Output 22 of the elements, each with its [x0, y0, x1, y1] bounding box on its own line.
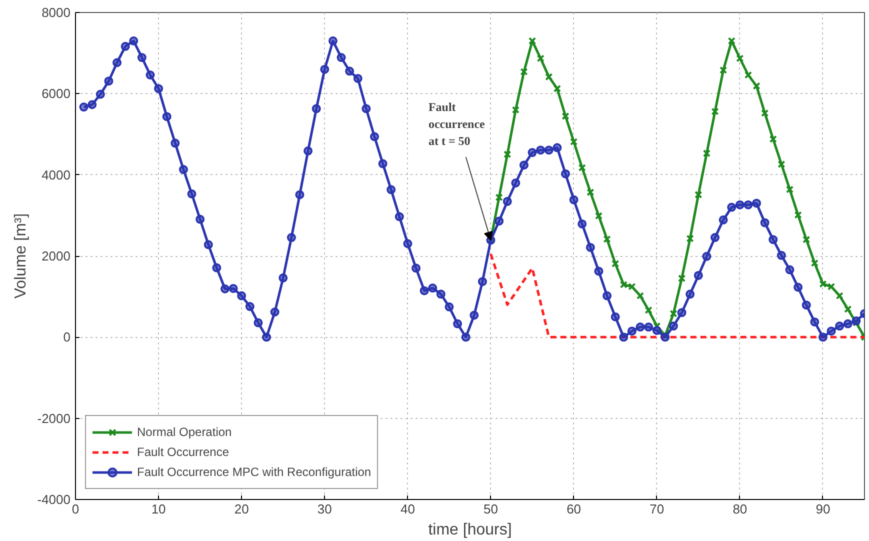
x-tick-label: 30 — [317, 502, 332, 516]
x-tick-label: 70 — [650, 502, 664, 516]
y-tick-label: 2000 — [42, 248, 70, 264]
annotation: Fault occurrence at t = 50 — [428, 100, 486, 148]
x-tick-label: 60 — [566, 502, 582, 516]
x-tick-label: 80 — [732, 502, 748, 516]
y-tick-label: 4000 — [42, 167, 70, 182]
x-tick-label: 20 — [234, 502, 249, 516]
x-tick-label: 50 — [484, 502, 498, 516]
y-tick-label: 0 — [63, 330, 71, 345]
x-tick-label: 90 — [816, 502, 830, 516]
y-tick-label: -4000 — [37, 492, 70, 507]
y-tick-label: 8000 — [42, 5, 70, 20]
x-axis-title: time [hours] — [428, 522, 512, 538]
x-tick-label: 10 — [151, 502, 166, 516]
legend-label: Fault Occurrence MPC with Reconfiguration — [137, 465, 372, 479]
y-axis-title: Volume [m³] — [12, 213, 30, 299]
y-tick-label: -2000 — [37, 410, 70, 426]
x-tick-label: 40 — [400, 502, 415, 516]
y-tick-label: 6000 — [42, 86, 70, 102]
legend-label: Fault Occurrence — [137, 445, 230, 459]
legend-label: Normal Operation — [137, 425, 232, 439]
